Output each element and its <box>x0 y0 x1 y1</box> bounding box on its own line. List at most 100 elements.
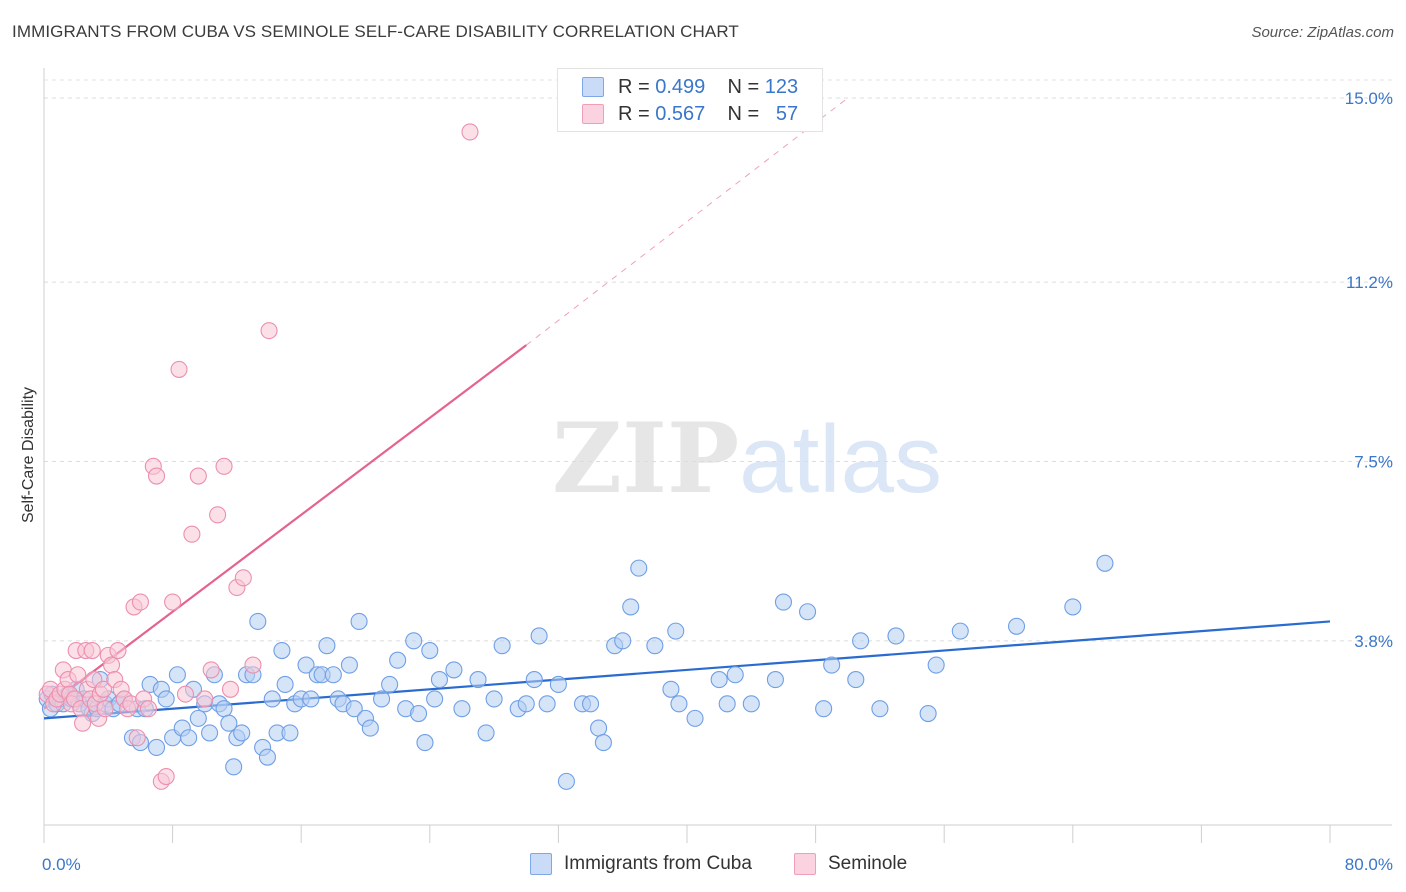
bottom-legend-cuba: Immigrants from Cuba <box>530 852 752 876</box>
seminole-point <box>221 680 240 698</box>
cuba-point <box>350 612 368 630</box>
cuba-point <box>871 700 889 718</box>
cuba-point <box>361 719 379 737</box>
cuba-point <box>147 738 166 757</box>
trend-lines <box>43 97 1331 720</box>
cuba-point <box>281 724 299 742</box>
cuba-point <box>318 637 336 655</box>
cuba-point <box>249 612 267 630</box>
x-tick-label-min: 0.0% <box>42 855 81 874</box>
cuba-point <box>453 700 471 718</box>
cuba-point <box>220 714 238 732</box>
legend-n-label: N = <box>727 75 760 98</box>
seminole-point <box>209 506 227 524</box>
legend-row-cuba: R = 0.499 N = 123 <box>582 74 798 100</box>
cuba-point <box>225 758 243 776</box>
cuba-point <box>557 772 575 790</box>
seminole-point <box>234 569 252 587</box>
cuba-point <box>302 690 320 708</box>
cuba-point <box>276 675 294 693</box>
cuba-point <box>590 719 608 737</box>
stats-legend: R = 0.499 N = 123 R = 0.567 N = 57 <box>557 68 823 132</box>
bottom-legend-label-seminole: Seminole <box>828 853 908 874</box>
seminole-point <box>109 641 127 660</box>
cuba-point <box>614 632 632 650</box>
cuba-point <box>630 559 648 577</box>
cuba-point <box>469 671 487 689</box>
seminole-point <box>94 680 113 698</box>
cuba-point <box>662 680 680 698</box>
tick-labels: 3.8% 7.5% 11.2% 15.0% 0.0% 80.0% Self-Care Dis… <box>20 89 1393 874</box>
chart-title: IMMIGRANTS FROM CUBA VS SEMINOLE SELF-CA… <box>12 22 739 41</box>
cuba-point <box>416 734 434 752</box>
seminole-point <box>202 661 220 679</box>
bottom-legend-label-cuba: Immigrants from Cuba <box>564 853 752 874</box>
seminole-point <box>147 467 166 485</box>
cuba-point <box>774 593 793 611</box>
seminole-point <box>128 729 146 747</box>
cuba-point <box>718 695 736 713</box>
y-tick-label: 3.8% <box>1354 632 1393 651</box>
bottom-legend-swatch-cuba <box>530 853 552 875</box>
cuba-point <box>538 695 556 713</box>
cuba-point <box>927 656 945 674</box>
cuba-point <box>273 641 291 660</box>
cuba-point <box>297 656 315 674</box>
cuba-point <box>1007 617 1026 635</box>
cuba-point <box>622 598 640 616</box>
cuba-point <box>233 724 251 742</box>
legend-r-value: 0.567 <box>655 102 706 125</box>
bottom-legend-swatch-seminole <box>794 853 816 875</box>
cuba-point <box>340 656 358 674</box>
cuba-point <box>670 695 688 713</box>
cuba-point <box>549 675 567 693</box>
seminole-point <box>215 457 233 475</box>
cuba-point <box>430 671 448 689</box>
seminole-point <box>170 360 188 378</box>
cuba-point <box>485 690 503 708</box>
seminole-point <box>102 656 121 674</box>
cuba-point <box>646 637 664 655</box>
seminole-point <box>164 593 182 611</box>
legend-r-label: R = <box>618 75 650 98</box>
seminole-point <box>189 467 207 485</box>
seminole-point <box>96 700 114 718</box>
cuba-point <box>686 709 704 727</box>
seminole-point <box>260 322 278 340</box>
trend-line-extension-1 <box>525 97 849 346</box>
seminole-point <box>139 700 158 718</box>
cuba-point <box>493 637 511 655</box>
bottom-legend-seminole: Seminole <box>794 852 907 876</box>
cuba-point <box>517 695 535 713</box>
seminole-point <box>74 714 92 732</box>
legend-row-seminole: R = 0.567 N = 57 <box>582 101 798 127</box>
cuba-point <box>373 690 391 708</box>
cuba-point <box>258 748 276 766</box>
cuba-point <box>919 704 937 723</box>
cuba-point <box>405 632 423 650</box>
cuba-point <box>263 690 281 708</box>
cuba-point <box>525 671 543 689</box>
cuba-point <box>324 666 342 684</box>
seminole-point <box>157 767 175 786</box>
cuba-point <box>426 690 444 708</box>
cuba-point <box>157 690 175 708</box>
seminole-point <box>176 685 195 703</box>
legend-n-value: 123 <box>764 75 799 98</box>
cuba-point <box>726 666 744 684</box>
source-label: Source: ZipAtlas.com <box>1251 24 1394 41</box>
x-tick-label-max: 80.0% <box>1345 855 1393 874</box>
y-tick-label: 11.2% <box>1346 273 1393 292</box>
cuba-point <box>168 666 186 684</box>
cuba-point <box>710 671 728 689</box>
cuba-point <box>667 622 685 640</box>
y-axis-title: Self-Care Disability <box>20 387 37 523</box>
cuba-point <box>445 661 463 679</box>
legend-r-label: R = <box>618 102 650 125</box>
cuba-point <box>1064 598 1082 616</box>
seminole-point <box>83 641 101 660</box>
seminole-point <box>461 123 479 141</box>
cuba-point <box>345 700 363 718</box>
cuba-point <box>766 671 784 689</box>
cuba-point <box>951 622 969 640</box>
